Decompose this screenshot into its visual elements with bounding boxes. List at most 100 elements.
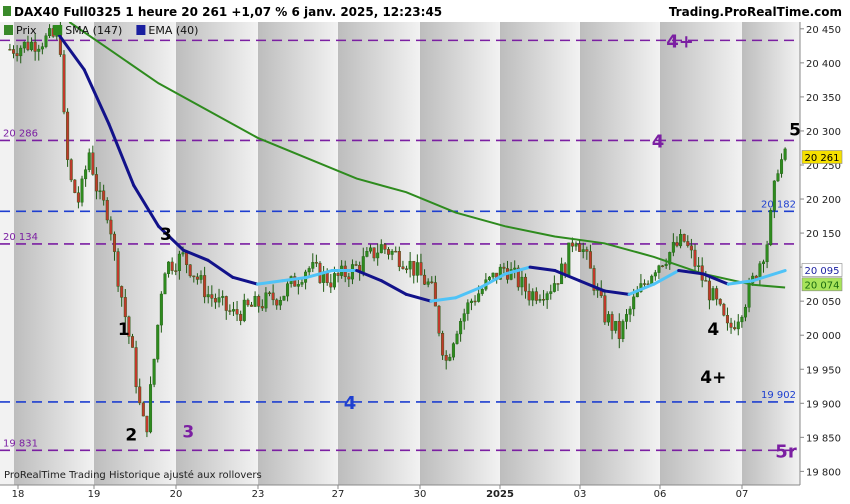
candle-body	[192, 275, 196, 278]
ema-segment	[256, 279, 284, 286]
candle-body	[26, 41, 30, 50]
candle-body	[718, 298, 722, 305]
candle-body	[624, 314, 628, 322]
candle-body	[415, 262, 419, 276]
ema-segment	[82, 68, 111, 126]
legend-item[interactable]: EMA (40)	[136, 24, 198, 37]
wave-label: 4+	[700, 368, 726, 388]
candle-body	[307, 268, 311, 273]
candle-body	[286, 283, 290, 297]
ema-segment	[157, 224, 185, 252]
candle-body	[37, 48, 41, 52]
candle-body	[76, 192, 80, 203]
legend-item[interactable]: Prix	[4, 24, 37, 37]
candle-body	[138, 386, 142, 404]
session-band	[420, 22, 500, 485]
candle-body	[394, 250, 398, 253]
candle-body	[105, 200, 109, 221]
candle-body	[116, 251, 120, 287]
session-band	[0, 22, 14, 485]
candle-body	[120, 286, 124, 298]
x-tick-label: 07	[736, 489, 749, 500]
y-tick-label: 20 400	[806, 59, 841, 70]
y-tick-label: 20 150	[806, 229, 841, 240]
level-tag: 4+	[666, 31, 694, 52]
ema-segment	[107, 122, 136, 187]
candle-body	[534, 291, 538, 301]
candle-body	[365, 251, 369, 257]
candle-body	[48, 28, 52, 37]
candle-body	[419, 262, 423, 276]
level-left-label: 19 831	[3, 438, 38, 449]
candle-body	[275, 299, 279, 306]
x-tick-label: 20	[170, 489, 183, 500]
candle-body	[127, 316, 131, 337]
candle-body	[383, 244, 387, 250]
x-tick-label: 19	[88, 489, 101, 500]
candle-body	[387, 249, 391, 255]
candle-body	[765, 244, 769, 263]
candle-body	[278, 300, 282, 306]
indicator-legend[interactable]: Prix SMA (147) EMA (40)	[4, 24, 198, 37]
candle-body	[177, 253, 181, 272]
ema-segment	[57, 34, 86, 72]
candle-body	[73, 179, 77, 193]
ema-segment	[429, 296, 458, 303]
candle-body	[736, 321, 740, 330]
ema-segment	[652, 269, 681, 286]
candle-body	[776, 173, 780, 182]
candle-body	[423, 274, 427, 285]
ema-segment	[305, 269, 334, 279]
candle-body	[40, 46, 44, 50]
candle-body	[69, 159, 73, 181]
candle-body	[516, 267, 520, 288]
candle-body	[664, 263, 668, 266]
y-tick-label: 20 450	[806, 25, 841, 36]
candle-body	[783, 148, 787, 160]
session-band	[14, 22, 94, 485]
candle-body	[242, 299, 246, 321]
candle-body	[311, 262, 315, 269]
candle-body	[167, 261, 171, 274]
candle-body	[249, 304, 253, 307]
candle-body	[314, 262, 318, 264]
candle-body	[44, 35, 48, 47]
candle-body	[163, 273, 167, 295]
ema-segment	[677, 269, 705, 276]
candle-body	[210, 294, 214, 299]
candle-body	[271, 292, 275, 301]
candle-body	[213, 298, 217, 303]
candle-body	[697, 265, 701, 267]
candle-body	[574, 243, 578, 247]
candle-body	[729, 322, 733, 328]
candle-body	[455, 333, 459, 344]
candle-body	[131, 336, 135, 348]
candle-body	[87, 152, 91, 170]
legend-item[interactable]: SMA (147)	[53, 24, 122, 37]
candle-body	[405, 268, 409, 270]
candle-body	[203, 275, 207, 298]
ema-segment	[478, 272, 507, 290]
candle-body	[502, 266, 506, 269]
ema-segment	[528, 265, 557, 273]
candle-body	[401, 266, 405, 269]
candle-body	[376, 252, 380, 259]
candle-body	[123, 297, 127, 318]
candle-body	[617, 320, 621, 340]
candle-body	[668, 252, 672, 265]
y-axis-panel	[800, 22, 850, 485]
candle-body	[513, 267, 517, 270]
wave-label: 4	[707, 320, 719, 340]
candle-body	[109, 219, 113, 235]
ema-segment	[404, 292, 433, 303]
x-tick-label: 18	[12, 489, 25, 500]
candle-body	[487, 276, 491, 280]
candle-body	[661, 265, 665, 267]
candle-body	[704, 280, 708, 282]
candle-body	[293, 276, 297, 287]
candle-body	[15, 53, 19, 57]
candle-body	[336, 273, 340, 276]
candle-body	[686, 241, 690, 246]
legend-label: SMA (147)	[65, 24, 122, 37]
